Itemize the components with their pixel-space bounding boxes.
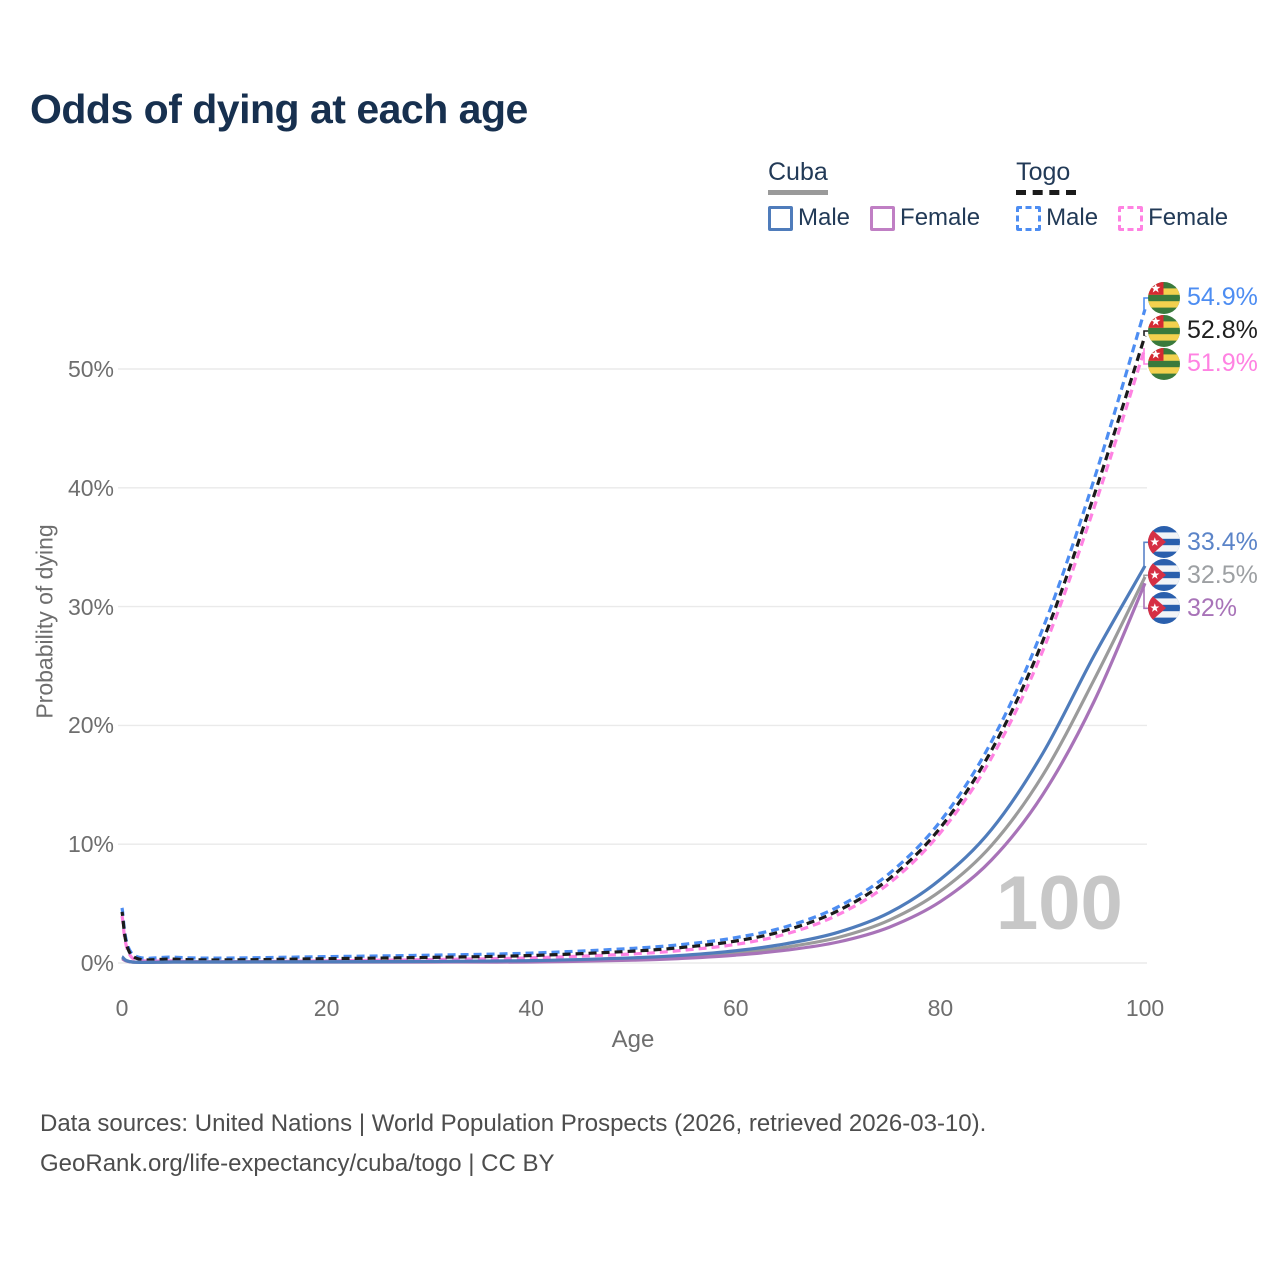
togo-flag-icon xyxy=(1148,347,1180,380)
footer-url-line: GeoRank.org/life-expectancy/cuba/togo | … xyxy=(40,1150,555,1177)
endpoint-value-label: 52.8% xyxy=(1187,316,1258,345)
x-tick-label-60: 60 xyxy=(723,995,749,1021)
legend-label-cuba_female: Female xyxy=(900,204,981,231)
legend-group-solid-rule xyxy=(768,190,828,195)
y-tick-label-50%: 50% xyxy=(67,356,114,382)
cuba-flag-icon xyxy=(1148,592,1180,625)
legend-group-label-togo: Togo xyxy=(1016,158,1071,186)
series-line-togo-both xyxy=(120,335,1147,962)
cuba-flag-icon xyxy=(1148,526,1180,559)
y-tick-label-0%: 0% xyxy=(80,950,114,976)
legend-group-label-cuba: Cuba xyxy=(768,158,828,186)
endpoint-value-label: 54.9% xyxy=(1187,283,1258,312)
legend-item-cuba_female[interactable]: Female xyxy=(870,204,980,232)
series-line-cuba-male xyxy=(121,565,1147,964)
x-tick-label-80: 80 xyxy=(927,995,954,1021)
series-line-cuba-female xyxy=(121,582,1147,964)
age-counter-watermark: 100 xyxy=(996,861,1123,946)
endpoint-label-togo-female: 51.9% xyxy=(1148,347,1258,380)
togo-flag-icon xyxy=(1148,281,1180,314)
legend-item-togo_female[interactable]: Female xyxy=(1118,204,1228,232)
endpoint-value-label: 32.5% xyxy=(1187,560,1258,589)
legend-group-cuba: Cuba Male Female xyxy=(768,158,980,232)
x-tick-label-20: 20 xyxy=(313,995,340,1021)
x-axis-title: Age xyxy=(611,1026,655,1053)
legend-group-dashed-rule xyxy=(1016,190,1077,195)
y-tick-label-10%: 10% xyxy=(67,831,114,858)
series-line-togo-male xyxy=(120,308,1147,960)
series-line-cuba-both xyxy=(121,576,1147,964)
endpoint-value-label: 32% xyxy=(1187,593,1238,622)
legend-item-togo_male[interactable]: Male xyxy=(1016,204,1098,232)
y-tick-label-40%: 40% xyxy=(67,474,114,501)
endpoint-label-cuba-both: 32.5% xyxy=(1148,559,1258,592)
endpoint-label-cuba-female: 32% xyxy=(1148,592,1238,625)
legend-swatch-cuba_male xyxy=(768,205,793,231)
legend-swatch-cuba_female xyxy=(870,205,896,231)
legend-label-cuba_male: Male xyxy=(798,204,851,231)
endpoint-label-cuba-male: 33.4% xyxy=(1148,526,1258,559)
legend-swatch-togo_male xyxy=(1016,205,1042,231)
legend-group-togo: Togo Male Female xyxy=(1016,158,1228,232)
legend-label-togo_female: Female xyxy=(1148,204,1229,231)
legend-swatch-togo_female xyxy=(1118,205,1144,231)
cuba-flag-icon xyxy=(1148,559,1180,592)
legend-label-togo_male: Male xyxy=(1046,204,1099,231)
legend: Cuba Male Female Togo Male Female xyxy=(768,158,1228,232)
footer-sources-line: Data sources: United Nations | World Pop… xyxy=(40,1110,987,1137)
page-title: Odds of dying at each age xyxy=(30,86,528,132)
y-tick-label-30%: 30% xyxy=(67,593,114,620)
legend-item-cuba_male[interactable]: Male xyxy=(768,204,850,232)
endpoint-value-label: 33.4% xyxy=(1187,527,1258,556)
togo-flag-icon xyxy=(1148,314,1180,347)
x-tick-label-40: 40 xyxy=(518,995,544,1021)
x-tick-label-0: 0 xyxy=(115,995,129,1021)
series-line-togo-female xyxy=(120,347,1147,964)
x-tick-label-100: 100 xyxy=(1125,995,1165,1021)
footer: Data sources: United Nations | World Pop… xyxy=(40,1104,986,1184)
endpoint-value-label: 51.9% xyxy=(1187,349,1258,378)
y-tick-label-20%: 20% xyxy=(67,712,114,739)
endpoint-label-togo-male: 54.9% xyxy=(1148,281,1258,314)
endpoint-label-togo-both: 52.8% xyxy=(1148,314,1258,347)
